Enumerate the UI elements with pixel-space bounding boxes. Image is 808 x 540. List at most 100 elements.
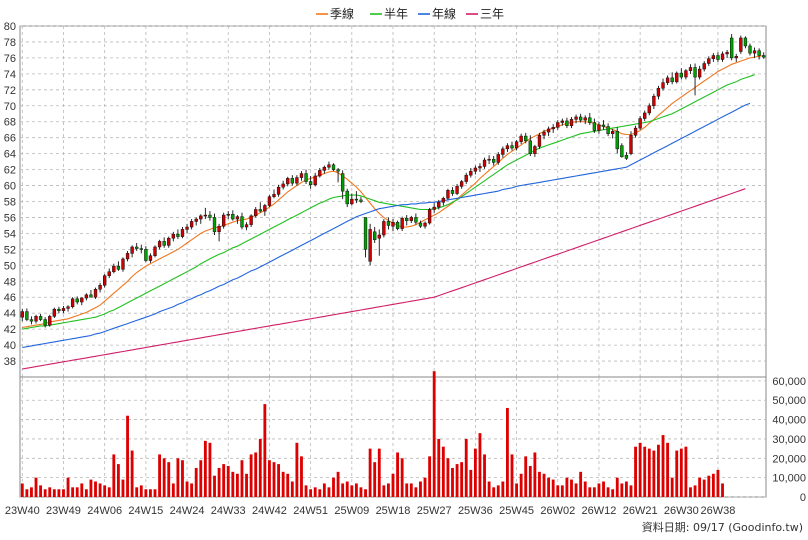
volume-bar	[208, 442, 212, 497]
price-tick-label: 60	[4, 181, 16, 193]
volume-bar	[57, 489, 61, 497]
candle-body	[656, 87, 661, 97]
volume-bar	[487, 481, 491, 497]
volume-bar	[684, 446, 688, 497]
x-tick-label: 24W51	[293, 505, 328, 517]
candle-body	[496, 154, 500, 163]
volume-bar	[103, 485, 107, 497]
candle-body	[524, 135, 528, 142]
candle-body	[66, 306, 70, 309]
candle-body	[556, 122, 560, 128]
volume-bar	[158, 454, 162, 497]
x-axis-ticks: 23W40 23W49 24W06 24W15 24W24 24W33 24W42 24W51…	[5, 505, 736, 517]
volume-bar	[409, 483, 413, 497]
candle-body	[574, 116, 578, 120]
candle-body	[684, 70, 688, 78]
volume-bar	[473, 448, 477, 497]
candle-body	[505, 145, 510, 150]
candle-body	[418, 222, 423, 227]
volume-bar	[176, 458, 180, 497]
candle-body	[313, 175, 317, 185]
volume-bar	[25, 489, 29, 497]
candle-body	[199, 215, 203, 220]
volume-bar	[492, 487, 496, 497]
volume-bar	[80, 483, 84, 497]
volume-bar	[675, 450, 679, 497]
candle-body	[249, 215, 253, 225]
volume-bar	[277, 464, 281, 497]
candle-body	[263, 205, 267, 212]
price-tick-label: 46	[4, 292, 16, 304]
candle-body	[446, 190, 450, 199]
candle-body	[377, 234, 381, 239]
candle-body	[688, 67, 693, 71]
candle-body	[386, 221, 391, 226]
candle-body	[286, 178, 290, 185]
volume-bar	[199, 460, 203, 497]
candle-body	[226, 214, 230, 216]
legend-label-年線: 年線	[432, 6, 456, 21]
price-tick-label: 56	[4, 212, 16, 224]
volume-bar	[707, 475, 711, 497]
x-tick-label: 24W33	[211, 505, 246, 517]
x-tick-label: 26W21	[623, 505, 658, 517]
volume-bar	[203, 440, 207, 497]
volume-bar	[428, 456, 432, 497]
volume-bar	[538, 471, 541, 497]
volume-tick-label: 20,000	[772, 453, 806, 465]
candle-body	[98, 285, 102, 290]
candle-body	[345, 190, 349, 205]
price-tick-label: 62	[4, 165, 16, 177]
volume-bar	[231, 471, 235, 497]
candle-body	[432, 206, 436, 210]
volume-bar	[679, 448, 683, 497]
volume-bar	[43, 489, 47, 497]
volume-bar	[162, 458, 166, 497]
volume-bar	[94, 481, 97, 497]
candle-body	[102, 275, 107, 286]
candle-body	[34, 316, 38, 322]
candle-body	[492, 158, 496, 163]
volume-bar	[194, 467, 198, 497]
volume-bar	[309, 489, 313, 497]
candle-body	[167, 237, 171, 246]
volume-bar	[345, 481, 349, 497]
candle-body	[720, 53, 725, 60]
volume-bar	[606, 487, 610, 497]
candle-body	[473, 167, 478, 172]
volume-bar	[304, 485, 308, 497]
candle-body	[533, 146, 537, 154]
candle-body	[633, 127, 638, 136]
candle-body	[716, 55, 720, 60]
candle-body	[112, 265, 116, 272]
candle-body	[350, 198, 354, 205]
volume-bar	[39, 485, 43, 497]
volume-bar	[373, 462, 377, 497]
candle-body	[331, 164, 336, 170]
volume-bar	[629, 485, 633, 497]
volume-bar	[336, 471, 340, 497]
ma-line-三年	[22, 188, 746, 370]
volume-bar	[689, 487, 692, 497]
candle-body	[455, 186, 459, 194]
candle-body	[762, 55, 766, 58]
candle-body	[125, 253, 130, 260]
volume-bar	[451, 467, 454, 497]
candle-body	[459, 181, 464, 187]
candle-body	[437, 202, 441, 208]
candle-body	[208, 214, 212, 218]
volume-bar	[496, 485, 500, 497]
legend-label-半年: 半年	[384, 7, 408, 21]
candle-body	[560, 120, 565, 123]
candle-body	[487, 158, 491, 161]
candle-body	[212, 217, 217, 233]
volume-tick-label: 10,000	[772, 473, 806, 485]
candle-body	[414, 217, 418, 223]
candle-body	[569, 119, 574, 126]
volume-bar	[579, 471, 583, 497]
volume-bar	[615, 477, 619, 497]
volume-bar	[698, 477, 702, 497]
candle-body	[583, 117, 587, 121]
candle-body	[231, 214, 235, 220]
candle-body	[272, 194, 276, 197]
